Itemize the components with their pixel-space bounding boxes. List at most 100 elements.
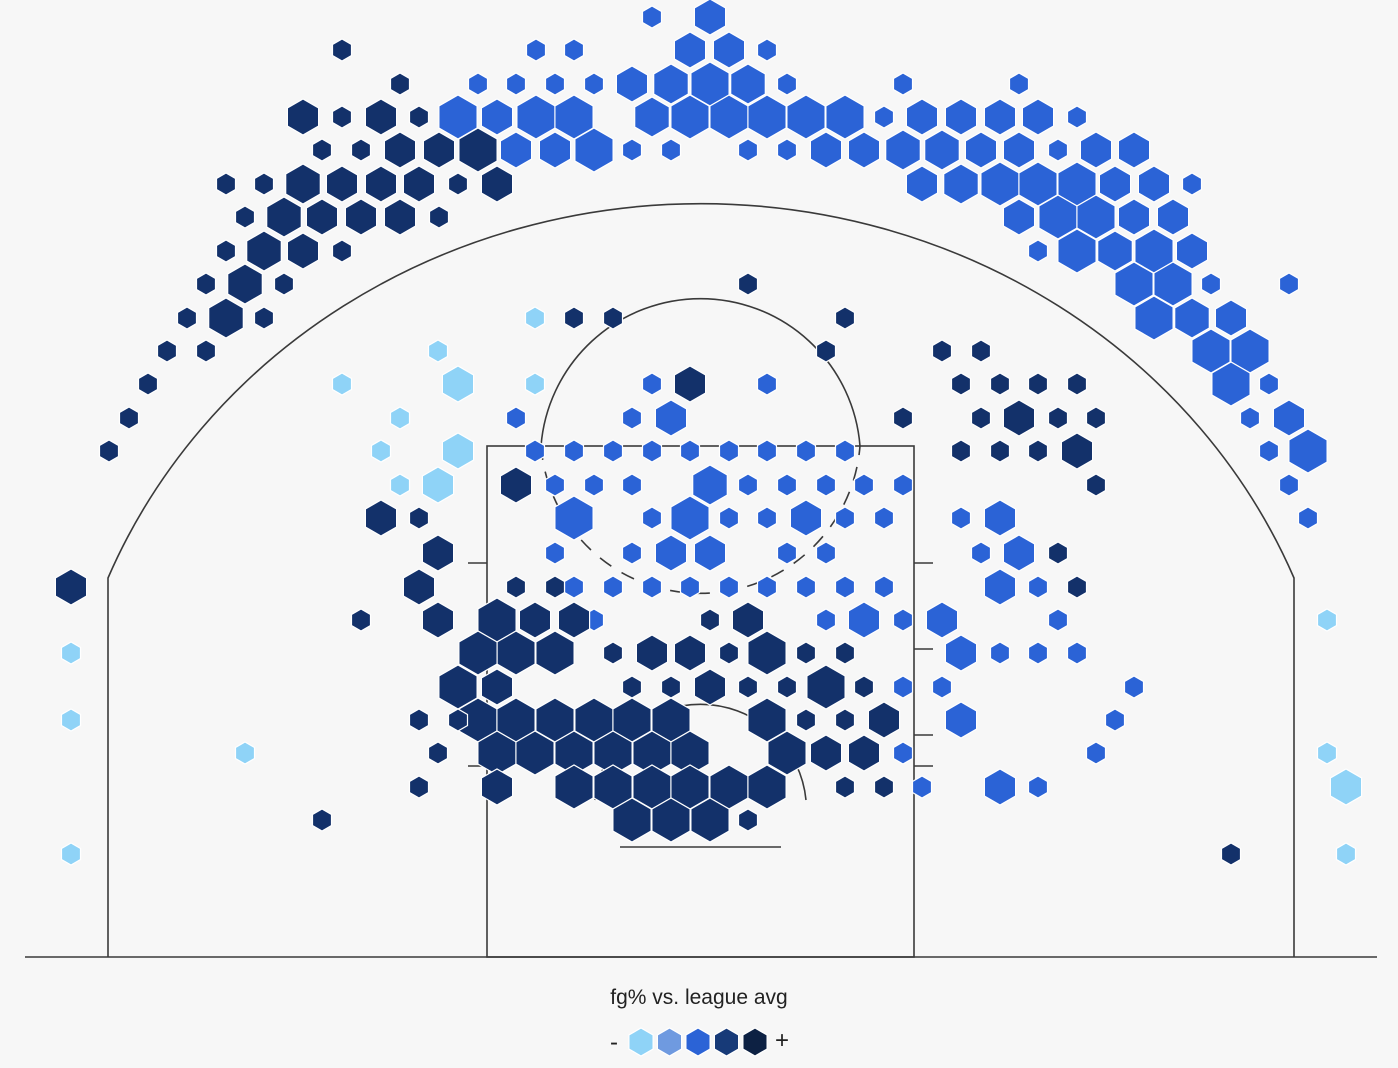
legend-title: fg% vs. league avg	[610, 986, 787, 1009]
shot-hex	[654, 534, 688, 572]
shot-hex	[1288, 428, 1328, 474]
shot-hex	[1220, 842, 1242, 866]
paint-lane	[486, 445, 915, 958]
shot-hex	[364, 165, 398, 203]
shot-hex	[1123, 675, 1145, 699]
shot-hex	[311, 138, 333, 162]
shot-hex	[1329, 768, 1363, 806]
shot-hex	[583, 72, 605, 96]
shot-hex	[60, 708, 82, 732]
shot-hex	[989, 372, 1011, 396]
shot-hex	[776, 72, 798, 96]
shot-hex	[692, 464, 728, 506]
shot-hex	[156, 339, 178, 363]
shot-hex	[673, 634, 707, 672]
shot-hex	[756, 372, 778, 396]
shot-hex	[421, 534, 455, 572]
legend: fg% vs. league avg - +	[610, 986, 789, 1057]
shot-hex	[621, 473, 643, 497]
shot-hex	[137, 372, 159, 396]
shot-hex	[612, 797, 652, 843]
shot-hex	[54, 568, 88, 606]
shot-hex	[834, 439, 856, 463]
shot-hex	[847, 734, 881, 772]
shot-hex	[1278, 272, 1300, 296]
shot-hex	[737, 675, 759, 699]
shot-hex	[943, 163, 979, 205]
shot-hex	[1181, 172, 1203, 196]
shot-hex	[834, 775, 856, 799]
shot-hex	[1098, 165, 1132, 203]
shot-hex	[370, 439, 392, 463]
shot-hex	[673, 365, 707, 403]
legend-swatches	[628, 1027, 768, 1057]
shot-hex	[234, 741, 256, 765]
shot-hex	[892, 675, 914, 699]
shot-hex	[544, 541, 566, 565]
shot-hex	[847, 601, 881, 639]
shot-hex	[679, 439, 701, 463]
shot-hex	[621, 406, 643, 430]
shot-hex	[834, 575, 856, 599]
shot-hex	[480, 98, 514, 136]
shot-hex	[718, 506, 740, 530]
shot-hex	[950, 506, 972, 530]
shot-hex	[305, 198, 339, 236]
shot-hex	[834, 306, 856, 330]
shot-hex	[266, 196, 302, 238]
free-throw-circle-bottom	[540, 445, 861, 595]
shot-hex	[747, 630, 787, 676]
shot-hex	[253, 172, 275, 196]
shot-hex	[1097, 230, 1133, 272]
shot-hexagons	[54, 0, 1363, 866]
shot-hex	[499, 131, 533, 169]
shot-hex	[621, 675, 643, 699]
shot-hex	[1134, 295, 1174, 341]
shot-hex	[1278, 473, 1300, 497]
shot-hex	[693, 668, 727, 706]
shot-hex	[554, 495, 594, 541]
shot-hex	[693, 0, 727, 36]
shot-hex	[1060, 432, 1094, 470]
shot-hex	[834, 708, 856, 732]
legend-swatch	[685, 1027, 711, 1057]
shot-hex	[825, 94, 865, 140]
shot-hex	[847, 131, 881, 169]
shot-hex	[285, 163, 321, 205]
shot-hex	[853, 675, 875, 699]
shot-hex	[467, 72, 489, 96]
shot-hex	[331, 239, 353, 263]
shot-hex	[389, 473, 411, 497]
shot-hex	[731, 601, 765, 639]
shot-hex	[554, 764, 594, 810]
shot-hex	[286, 98, 320, 136]
shot-hex	[795, 575, 817, 599]
shot-hex	[795, 708, 817, 732]
shot-hex	[873, 105, 895, 129]
shot-hex	[234, 205, 256, 229]
shot-hex	[1027, 239, 1049, 263]
shot-hex	[227, 263, 263, 305]
shot-hex	[1002, 534, 1036, 572]
shot-hex	[621, 138, 643, 162]
shot-hex	[905, 165, 939, 203]
shot-hex	[776, 541, 798, 565]
shot-hex	[615, 65, 649, 103]
shot-hex	[641, 372, 663, 396]
shot-hex	[673, 31, 707, 69]
shot-hex	[737, 272, 759, 296]
shot-hex	[1047, 541, 1069, 565]
shot-hex	[286, 232, 320, 270]
shot-hex	[458, 127, 498, 173]
shot-hex	[853, 473, 875, 497]
shot-hex	[554, 730, 594, 776]
shot-hex	[1316, 741, 1338, 765]
shot-hex	[815, 339, 837, 363]
shot-hex	[544, 473, 566, 497]
shot-hex	[389, 72, 411, 96]
shot-hex	[60, 842, 82, 866]
shot-hex	[815, 541, 837, 565]
shot-hex	[505, 575, 527, 599]
shot-hex	[1002, 131, 1036, 169]
shot-hex	[408, 708, 430, 732]
